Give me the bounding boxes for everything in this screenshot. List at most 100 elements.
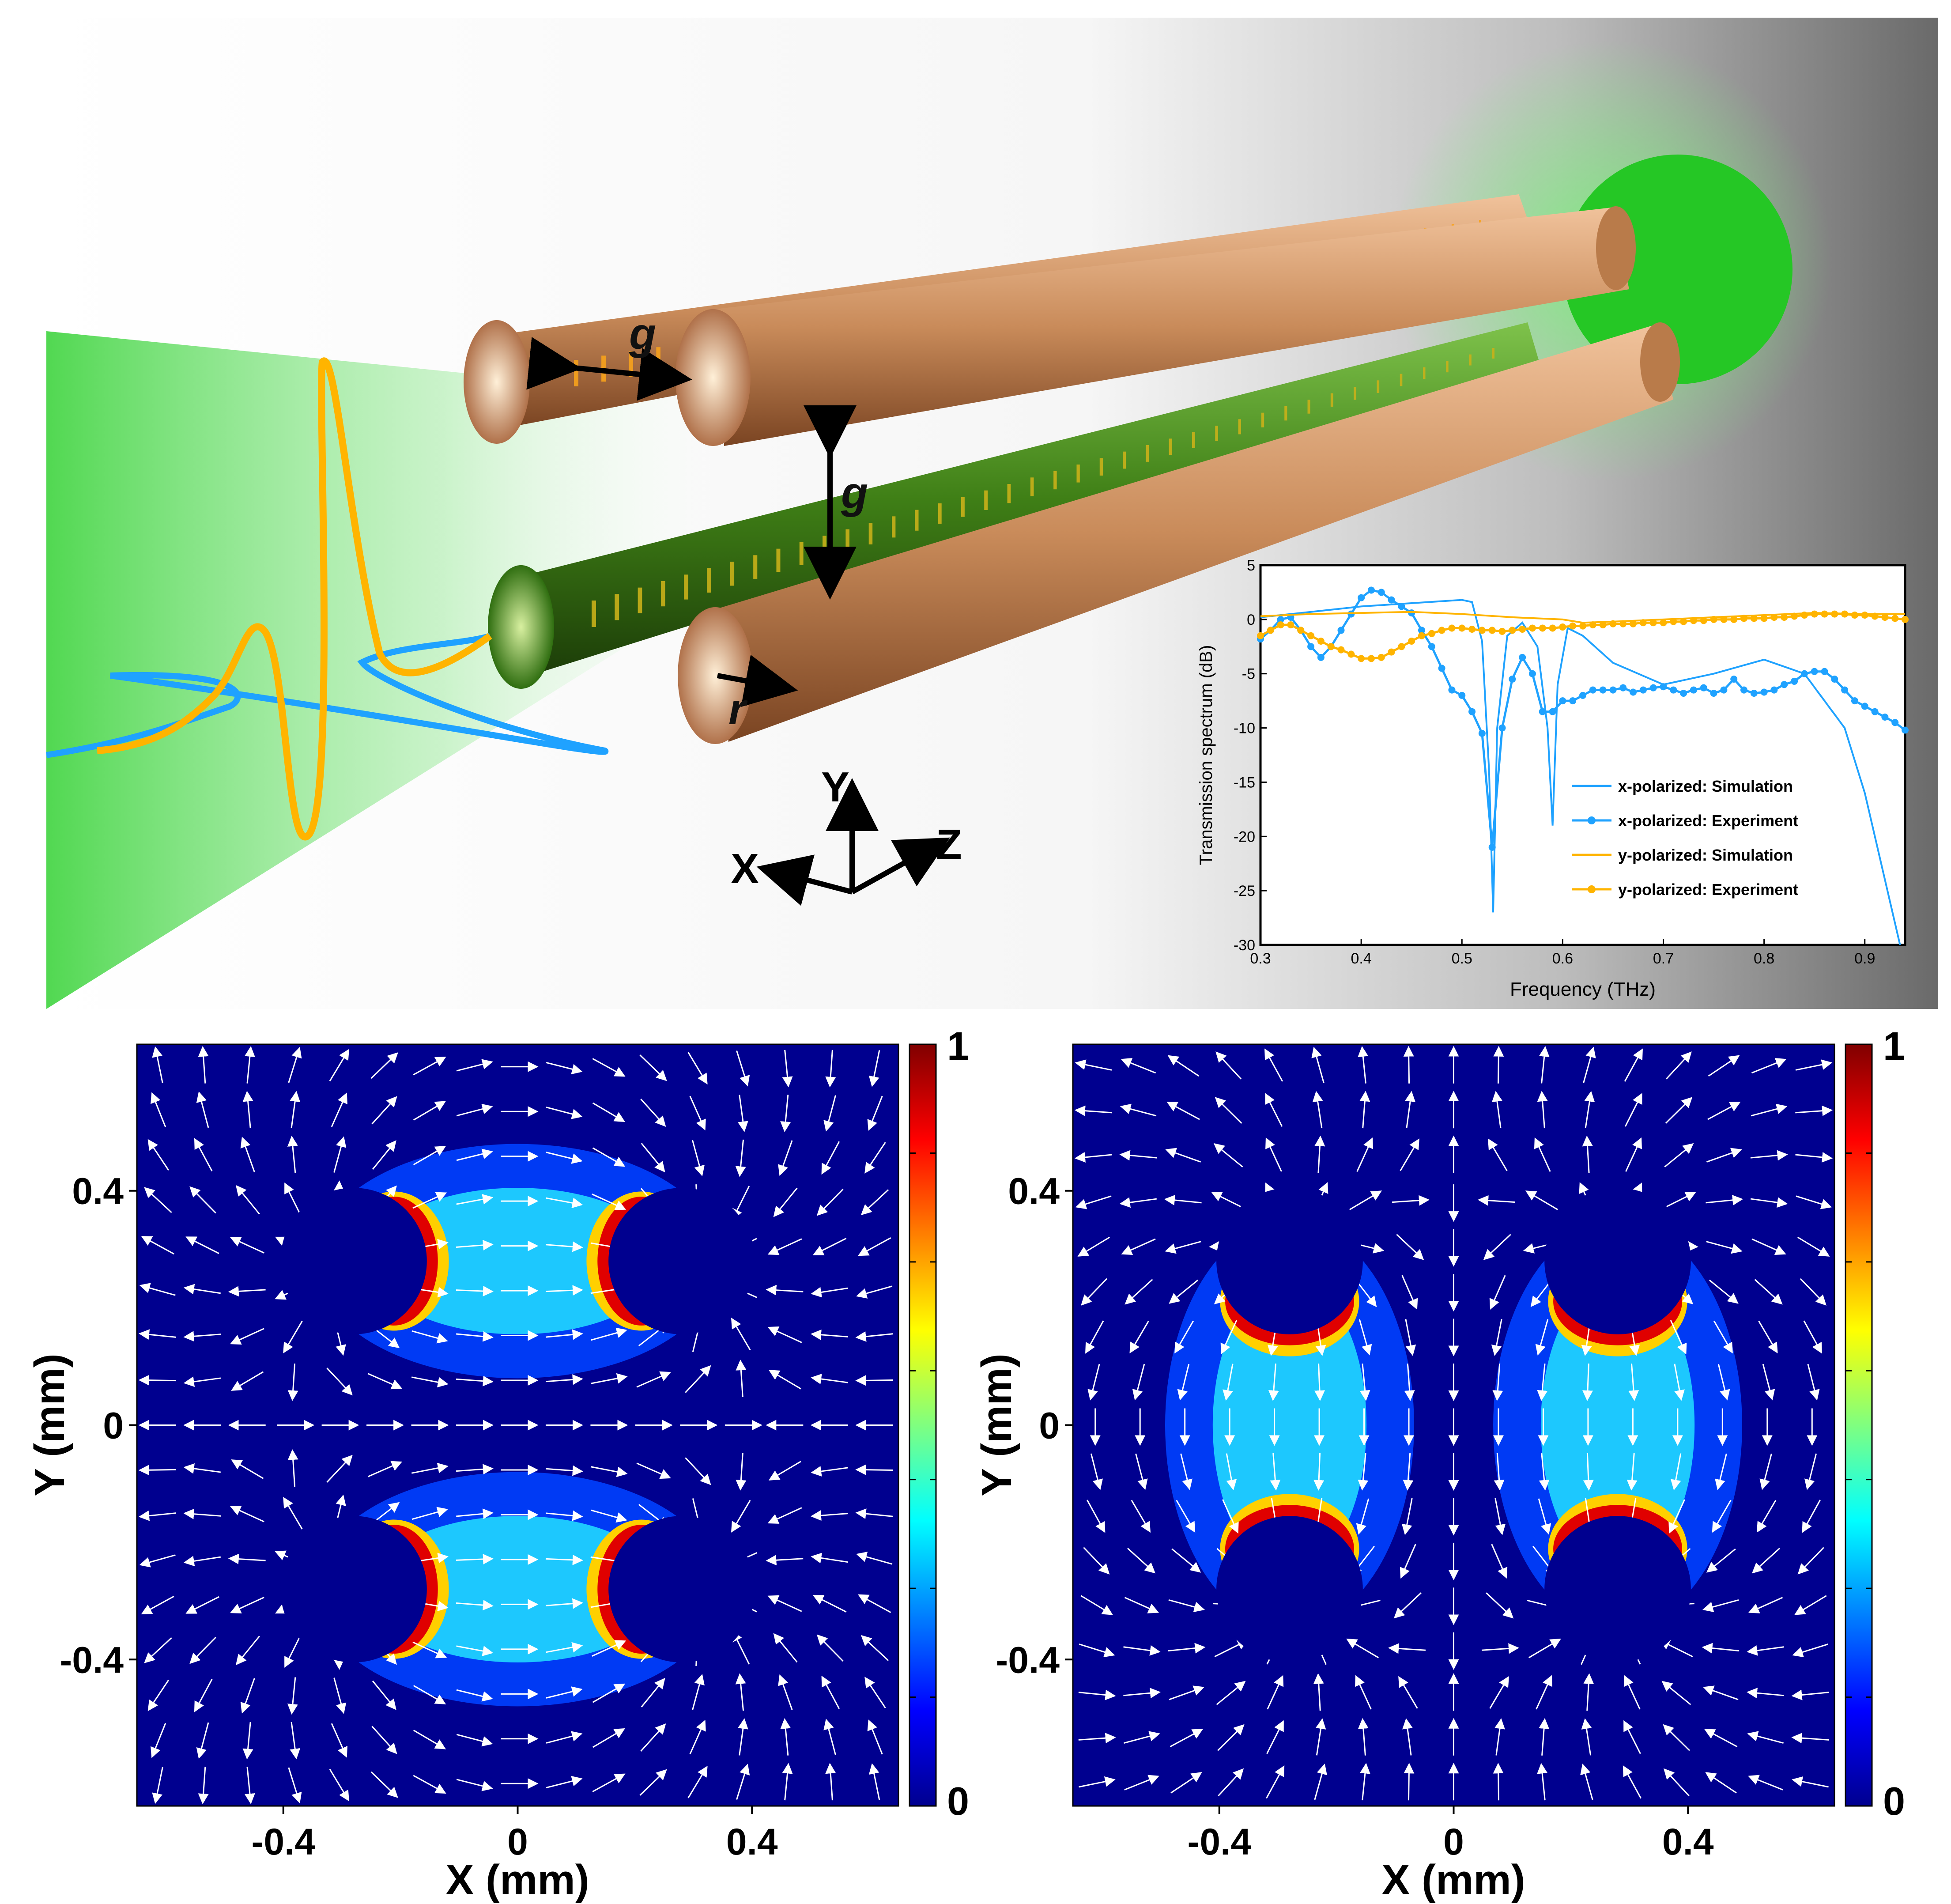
field-arrow — [1346, 1638, 1379, 1658]
field-arrow — [456, 1779, 493, 1791]
field-arrow — [768, 1370, 801, 1390]
field-arrow — [141, 1236, 174, 1255]
data-point — [1781, 613, 1788, 621]
field-arrow — [1539, 1046, 1550, 1084]
data-point — [1781, 681, 1788, 688]
data-point — [1881, 714, 1889, 721]
data-point — [1660, 683, 1667, 691]
field-arrow — [183, 1331, 221, 1342]
field-arrow — [1750, 1150, 1788, 1161]
data-point — [1539, 708, 1546, 715]
field-arrow — [326, 1368, 353, 1396]
rod-cross-section — [608, 1516, 755, 1662]
data-point — [1660, 619, 1667, 627]
field-arrow — [1075, 1195, 1112, 1209]
field-arrow — [413, 1730, 446, 1749]
data-point — [1871, 708, 1879, 715]
field-arrow — [641, 1677, 665, 1708]
field-arrow — [1486, 1592, 1514, 1619]
field-arrow — [691, 1140, 705, 1177]
field-arrow — [823, 1719, 836, 1755]
y-tick-label: -10 — [1234, 720, 1255, 737]
field-arrow — [1400, 1138, 1419, 1171]
field-arrow — [1079, 1643, 1115, 1658]
data-point — [1408, 609, 1415, 617]
field-arrow — [152, 1767, 163, 1804]
field-arrow — [1751, 1548, 1780, 1574]
field-arrow — [1359, 1763, 1370, 1801]
y-tick-label: -20 — [1234, 828, 1255, 845]
gap-label-top: g — [629, 309, 656, 359]
field-arrow — [1358, 1453, 1369, 1491]
field-arrow — [867, 1719, 883, 1755]
field-arrow — [370, 1771, 398, 1798]
field-arrow — [1481, 1643, 1519, 1654]
data-point — [1821, 610, 1828, 618]
data-point — [1438, 627, 1445, 634]
field-arrow — [864, 1142, 886, 1174]
chart-legend: x-polarized: Simulation x-polarized: Expe… — [1572, 777, 1798, 899]
field-arrow — [1702, 1643, 1740, 1654]
field-arrow — [1663, 1768, 1690, 1797]
field-arrow — [1314, 1763, 1327, 1800]
data-point — [1438, 665, 1445, 672]
field-arrow — [738, 1095, 748, 1132]
field-arrow — [456, 1375, 494, 1386]
data-point — [1488, 627, 1496, 634]
field-arrow — [1177, 1364, 1190, 1401]
field-arrow — [456, 1286, 494, 1296]
data-point — [1770, 686, 1778, 694]
data-point — [1569, 622, 1577, 630]
field-arrow — [230, 1237, 264, 1254]
data-point — [1811, 610, 1818, 618]
field-arrow — [592, 1728, 625, 1748]
field-arrow — [1674, 1364, 1685, 1401]
rod-groove — [1446, 361, 1449, 373]
field-arrow — [1078, 1733, 1116, 1744]
field-arrow — [1174, 1320, 1194, 1354]
field-arrow — [1349, 1190, 1382, 1210]
field-arrow — [1215, 1051, 1242, 1080]
field-arrow — [456, 1194, 494, 1205]
field-arrow — [1583, 1453, 1594, 1491]
field-arrow — [1623, 1765, 1642, 1799]
field-arrow — [546, 1062, 583, 1075]
field-arrow — [816, 1189, 844, 1216]
data-point — [1418, 632, 1425, 639]
field-arrow — [736, 1453, 747, 1491]
field-arrow — [1748, 1597, 1783, 1613]
field-arrow — [546, 1197, 583, 1209]
field-arrow — [811, 1374, 848, 1384]
field-arrow — [1662, 1192, 1696, 1209]
field-arrow — [1314, 1135, 1325, 1173]
field-arrow — [372, 1680, 396, 1710]
rod-groove — [823, 536, 826, 559]
field-arrow — [1313, 1673, 1324, 1711]
rod-groove — [961, 497, 965, 517]
field-arrow — [1398, 1676, 1418, 1709]
field-arrow — [738, 1718, 748, 1756]
field-arrow — [1401, 1275, 1418, 1310]
coordinate-axes: Y X Z — [731, 763, 962, 906]
rod-cross-section — [608, 1188, 755, 1334]
data-point — [1367, 655, 1375, 662]
field-arrow — [1074, 1152, 1112, 1163]
field-arrow — [231, 1371, 264, 1391]
series-line-1 — [1260, 599, 1901, 945]
field-arrow — [1750, 1197, 1788, 1208]
colorbar-2 — [1845, 1043, 1873, 1807]
x-tick-label: 0.6 — [1552, 950, 1573, 967]
data-point — [1831, 610, 1838, 618]
rod-cross-section — [280, 1188, 427, 1334]
data-point — [1377, 589, 1385, 596]
field-arrow — [413, 1057, 446, 1076]
field-arrow — [1164, 1194, 1202, 1205]
data-point — [1377, 654, 1385, 661]
data-point — [1559, 623, 1566, 631]
rod-groove — [1123, 451, 1126, 469]
field-arrow — [456, 1331, 494, 1342]
field-arrow — [1706, 1548, 1736, 1573]
chart-axes: 0.3 0.4 0.5 0.6 0.7 0.8 0.9 5 0 -5 -10 -15 -20 -25 -30 — [1234, 557, 1876, 967]
field-arrow — [284, 1634, 302, 1668]
field-arrow — [1358, 1046, 1369, 1084]
